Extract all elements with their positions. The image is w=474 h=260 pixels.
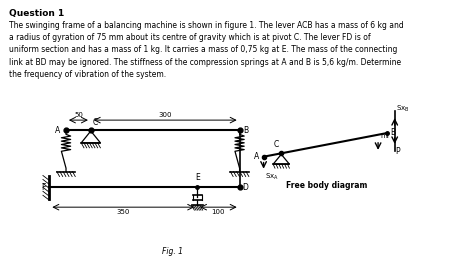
Text: A: A [254, 152, 259, 161]
Text: 350: 350 [117, 209, 130, 215]
Text: 50: 50 [74, 112, 83, 118]
Text: $\mathregular{Sx_A}$: $\mathregular{Sx_A}$ [264, 172, 278, 182]
Text: E: E [196, 173, 201, 183]
Text: D: D [242, 183, 248, 192]
Text: P: P [396, 147, 400, 156]
Text: Question 1: Question 1 [9, 9, 64, 18]
Text: A: A [55, 126, 61, 134]
Text: The swinging frame of a balancing machine is shown in figure 1. The lever ACB ha: The swinging frame of a balancing machin… [9, 21, 403, 79]
Text: C: C [92, 118, 98, 127]
Text: B: B [243, 126, 248, 134]
Text: mf: mf [380, 133, 389, 139]
Text: Free body diagram: Free body diagram [286, 181, 367, 190]
Text: 300: 300 [158, 112, 172, 118]
Text: Fig. 1: Fig. 1 [162, 247, 182, 256]
Text: $\mathregular{Sx_B}$: $\mathregular{Sx_B}$ [396, 104, 409, 114]
Text: B: B [390, 128, 395, 138]
Text: 100: 100 [211, 209, 225, 215]
Text: C: C [273, 140, 279, 149]
Text: F: F [41, 183, 46, 192]
